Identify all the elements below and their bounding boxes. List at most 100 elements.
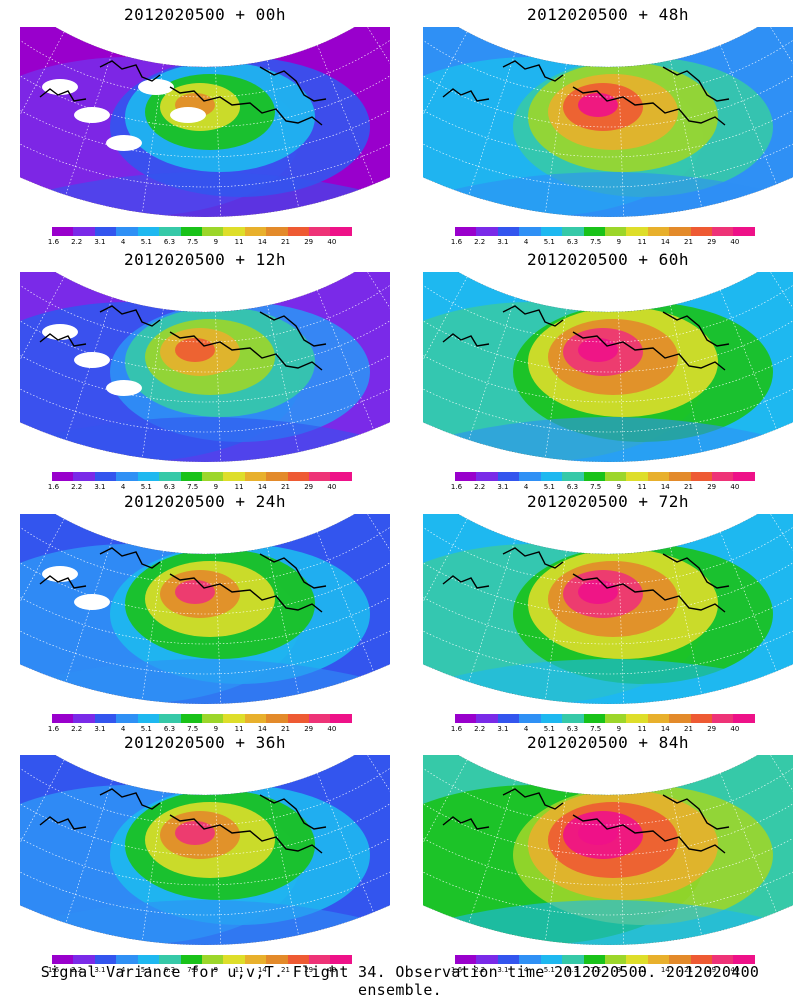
colorbar-swatch (116, 227, 138, 236)
colorbar-tick-label: 4 (523, 725, 529, 733)
colorbar-tick-label: 40 (730, 483, 740, 491)
colorbar-tick-label: 14 (660, 966, 670, 974)
map-panel: 2012020500 + 24h 1.6 2.2 3.1 4 5.1 6.3 7.5 9 11 14… (15, 492, 395, 733)
colorbar-swatch (244, 472, 267, 481)
colorbar-swatch (733, 714, 755, 723)
colorbar-swatch (476, 714, 498, 723)
colorbar-swatch (733, 955, 755, 964)
colorbar-tick-label: 40 (327, 725, 337, 733)
colorbar-swatch (223, 955, 245, 964)
colorbar-tick-label: 11 (234, 725, 244, 733)
colorbar-tick-label: 14 (660, 238, 670, 246)
colorbar-swatch (455, 472, 477, 481)
signal-variance-map (423, 27, 793, 217)
colorbar-swatch (476, 472, 498, 481)
colorbar-swatch (244, 955, 267, 964)
colorbar-swatch (733, 227, 755, 236)
colorbar-tick-label: 7.5 (590, 725, 602, 733)
colorbar-swatch (223, 227, 245, 236)
colorbar-tick-label: 14 (257, 725, 267, 733)
colorbar-tick-label: 9 (616, 725, 622, 733)
colorbar-swatch (309, 227, 331, 236)
colorbar-swatch (180, 472, 202, 481)
colorbar-swatch (519, 955, 541, 964)
colorbar-swatch (519, 714, 541, 723)
colorbar-tick-label: 2.2 (474, 483, 486, 491)
colorbar-tick-label: 29 (707, 483, 717, 491)
colorbar-tick-label: 1.6 (47, 483, 60, 491)
colorbar-tick-label: 6.3 (566, 966, 579, 974)
colorbar-tick-label: 3.1 (497, 966, 509, 974)
colorbar-tick-label: 2.2 (474, 725, 486, 733)
colorbar-swatch (201, 714, 224, 723)
colorbar-tick-label: 2.2 (71, 725, 83, 733)
colorbar-tick-label: 4 (523, 238, 529, 246)
colorbar-swatch (583, 472, 605, 481)
colorbar-swatch (180, 227, 202, 236)
signal-variance-map (423, 272, 793, 462)
colorbar-tick-label: 9 (213, 483, 219, 491)
colorbar-tick-label: 29 (304, 725, 314, 733)
colorbar-tick-label: 1.6 (450, 966, 463, 974)
colorbar-swatch (94, 955, 117, 964)
colorbar-swatch (137, 472, 160, 481)
colorbar-swatch (476, 955, 498, 964)
colorbar-tick-label: 5.1 (543, 483, 555, 491)
colorbar-tick-label: 29 (707, 238, 717, 246)
colorbar-tick-label: 3.1 (94, 725, 106, 733)
colorbar-tick-label: 1.6 (47, 238, 60, 246)
colorbar-swatch (201, 955, 224, 964)
colorbar-tick-label: 5.1 (543, 725, 555, 733)
colorbar-swatch (540, 955, 563, 964)
colorbar-swatch (562, 955, 584, 964)
colorbar-swatch (94, 472, 117, 481)
panel-title: 2012020500 + 60h (526, 250, 690, 269)
colorbar-tick-label: 5.1 (543, 966, 555, 974)
colorbar-tick-label: 40 (730, 966, 740, 974)
colorbar-labels: 1.6 2.2 3.1 4 5.1 6.3 7.5 9 11 14 21 29 40 (451, 238, 755, 248)
panel-title: 2012020500 + 24h (123, 492, 287, 511)
colorbar-swatch (733, 472, 755, 481)
map-panel: 2012020500 + 84h 1.6 2.2 3.1 4 5.1 6.3 7.5 9 11 14… (418, 733, 798, 976)
map-panel: 2012020500 + 00h 1.6 2.2 3.1 4 5.1 6.3 7.5 9 11 14… (15, 5, 395, 246)
colorbar-tick-label: 14 (660, 725, 670, 733)
colorbar-tick-label: 6.3 (163, 966, 176, 974)
colorbar-swatch (540, 472, 563, 481)
colorbar-tick-label: 9 (213, 966, 219, 974)
colorbar-tick-label: 6.3 (566, 483, 579, 491)
colorbar-swatch (690, 227, 713, 236)
colorbar-swatch (604, 714, 627, 723)
colorbar-tick-label: 7.5 (590, 483, 602, 491)
colorbar-swatch (690, 955, 713, 964)
colorbar-tick-label: 40 (730, 238, 740, 246)
colorbar-swatch (455, 227, 477, 236)
colorbar-swatch (562, 714, 584, 723)
colorbar-swatch (52, 714, 74, 723)
colorbar-swatch (476, 227, 498, 236)
colorbar-tick-label: 7.5 (187, 238, 199, 246)
colorbar-swatch (52, 227, 74, 236)
colorbar-tick-label: 3.1 (94, 966, 106, 974)
colorbar-tick-label: 7.5 (187, 725, 199, 733)
colorbar-swatch (73, 227, 95, 236)
colorbar-tick-label: 21 (684, 725, 693, 733)
colorbar-tick-label: 3.1 (497, 483, 509, 491)
colorbar (455, 472, 755, 481)
colorbar-tick-label: 6.3 (566, 725, 579, 733)
colorbar-tick-label: 11 (637, 725, 647, 733)
colorbar-tick-label: 7.5 (187, 966, 199, 974)
colorbar-swatch (669, 714, 691, 723)
colorbar-tick-label: 4 (120, 238, 126, 246)
colorbar-tick-label: 5.1 (543, 238, 555, 246)
colorbar-swatch (309, 472, 331, 481)
colorbar-tick-label: 29 (707, 725, 717, 733)
map-panel: 2012020500 + 60h 1.6 2.2 3.1 4 5.1 6.3 7.5 9 11 14… (418, 250, 798, 491)
colorbar-tick-label: 5.1 (140, 483, 152, 491)
colorbar-swatch (223, 714, 245, 723)
colorbar-swatch (287, 955, 310, 964)
colorbar-swatch (497, 472, 520, 481)
colorbar-labels: 1.6 2.2 3.1 4 5.1 6.3 7.5 9 11 14 21 29 40 (451, 966, 755, 976)
colorbar-tick-label: 1.6 (450, 238, 463, 246)
colorbar-swatch (330, 227, 352, 236)
colorbar-tick-label: 7.5 (590, 966, 602, 974)
